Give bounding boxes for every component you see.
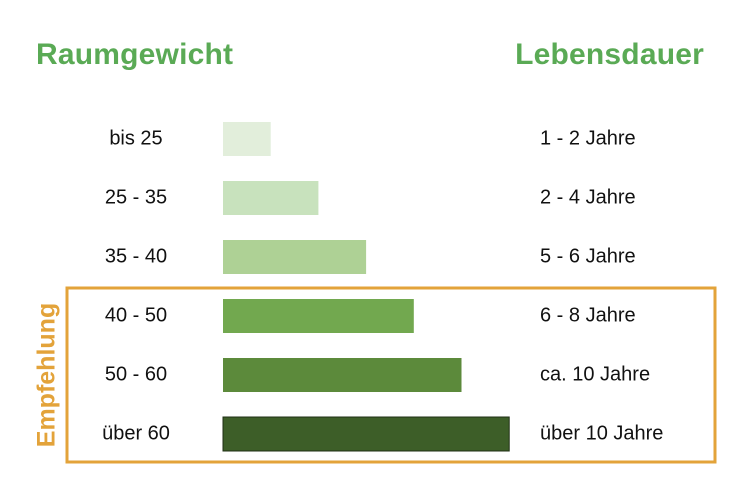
category-label: 40 - 50 [105,304,167,326]
raumgewicht-heading: Raumgewicht [36,38,234,71]
chart-rows: bis 25 1 - 2 Jahre 25 - 35 2 - 4 Jahre 35 - … [102,122,663,452]
recommendation-label: Empfehlung [33,303,61,447]
category-label: 50 - 60 [105,363,167,385]
category-label: bis 25 [109,127,162,149]
lebensdauer-heading: Lebensdauer [515,38,704,71]
bar [222,416,510,452]
bar [223,358,462,392]
lifespan-label: 6 - 8 Jahre [540,304,636,326]
lifespan-label: 2 - 4 Jahre [540,186,636,208]
category-label: 25 - 35 [105,186,167,208]
bar [223,240,367,274]
lifespan-label: ca. 10 Jahre [540,363,650,385]
recommendation-box [65,286,717,464]
bar [223,122,271,156]
lifespan-label: 1 - 2 Jahre [540,127,636,149]
bar [223,181,319,215]
category-label: über 60 [102,422,170,444]
lifespan-label: über 10 Jahre [540,422,663,444]
bar [223,299,414,333]
category-label: 35 - 40 [105,245,167,267]
lifespan-label: 5 - 6 Jahre [540,245,636,267]
